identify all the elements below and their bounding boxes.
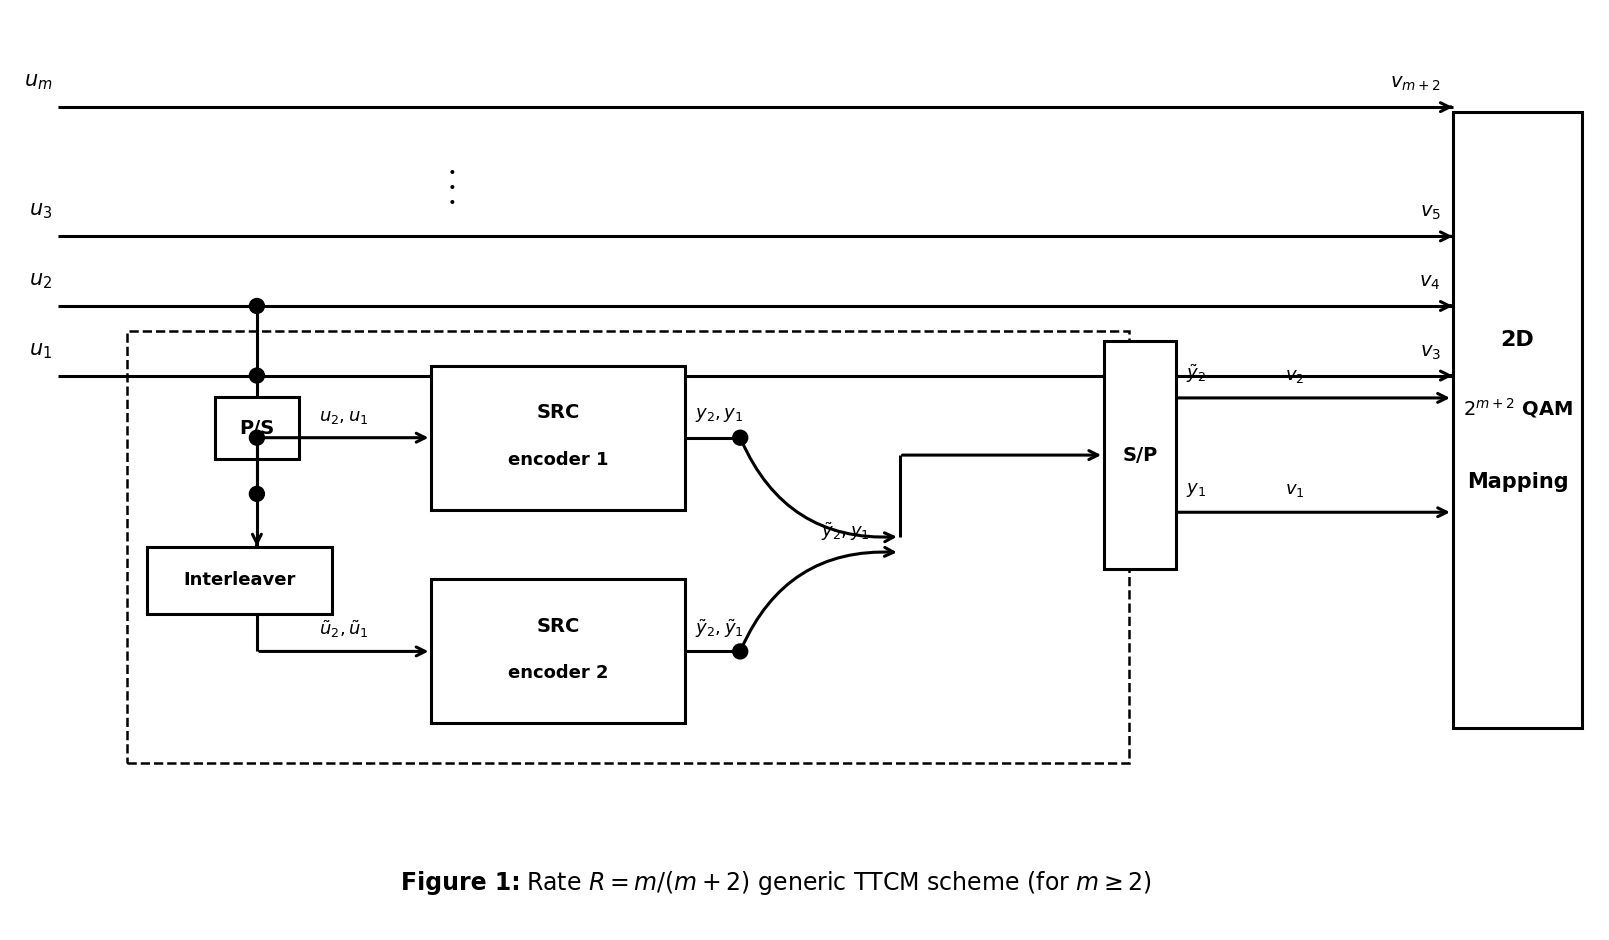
Text: Rate $R=m/(m+2)$ generic TTCM scheme (for $m\geq2$): Rate $R=m/(m+2)$ generic TTCM scheme (fo…: [526, 869, 1152, 897]
Text: $\tilde{y}_2, \tilde{y}_1$: $\tilde{y}_2, \tilde{y}_1$: [695, 618, 743, 640]
Text: encoder 2: encoder 2: [508, 665, 608, 682]
FancyBboxPatch shape: [431, 366, 685, 509]
Text: $v_{m+2}$: $v_{m+2}$: [1390, 74, 1440, 93]
Text: Mapping: Mapping: [1467, 472, 1569, 492]
Circle shape: [732, 644, 748, 659]
Text: $v_1$: $v_1$: [1286, 481, 1305, 499]
Text: $\bullet$: $\bullet$: [447, 163, 455, 177]
FancyBboxPatch shape: [214, 398, 299, 459]
Text: Interleaver: Interleaver: [183, 572, 296, 589]
Text: $v_5$: $v_5$: [1419, 203, 1440, 223]
Text: $u_m$: $u_m$: [24, 72, 53, 92]
Text: 2D: 2D: [1501, 330, 1535, 351]
Text: $y_1$: $y_1$: [1186, 481, 1205, 499]
Text: $u_1$: $u_1$: [29, 340, 53, 361]
Text: $u_3$: $u_3$: [29, 201, 53, 222]
FancyBboxPatch shape: [1453, 112, 1582, 728]
Text: $y_2, y_1$: $y_2, y_1$: [695, 406, 743, 424]
Text: SRC: SRC: [537, 617, 579, 636]
Text: $v_4$: $v_4$: [1419, 273, 1440, 292]
Text: Figure 1:: Figure 1:: [401, 870, 521, 895]
Text: $\bullet$: $\bullet$: [447, 193, 455, 207]
Circle shape: [249, 486, 264, 501]
Text: $2^{m+2}$ QAM: $2^{m+2}$ QAM: [1463, 396, 1572, 420]
Text: P/S: P/S: [240, 418, 275, 438]
Text: S/P: S/P: [1121, 446, 1157, 464]
Text: $u_2, u_1$: $u_2, u_1$: [319, 408, 368, 426]
Text: $\tilde{y}_2, y_1$: $\tilde{y}_2, y_1$: [821, 520, 869, 542]
FancyBboxPatch shape: [431, 579, 685, 724]
Circle shape: [249, 368, 264, 383]
FancyBboxPatch shape: [148, 546, 331, 614]
Circle shape: [249, 431, 264, 446]
Text: $\bullet$: $\bullet$: [447, 178, 455, 192]
Circle shape: [732, 431, 748, 446]
Text: $\tilde{y}_2$: $\tilde{y}_2$: [1186, 363, 1205, 385]
Text: $u_2$: $u_2$: [29, 271, 53, 291]
Circle shape: [249, 299, 264, 313]
Text: $\tilde{u}_2, \tilde{u}_1$: $\tilde{u}_2, \tilde{u}_1$: [319, 619, 368, 640]
Text: $v_3$: $v_3$: [1419, 343, 1440, 362]
Text: $v_2$: $v_2$: [1286, 367, 1305, 385]
FancyBboxPatch shape: [1104, 341, 1176, 570]
Text: SRC: SRC: [537, 403, 579, 422]
Text: encoder 1: encoder 1: [508, 450, 608, 468]
